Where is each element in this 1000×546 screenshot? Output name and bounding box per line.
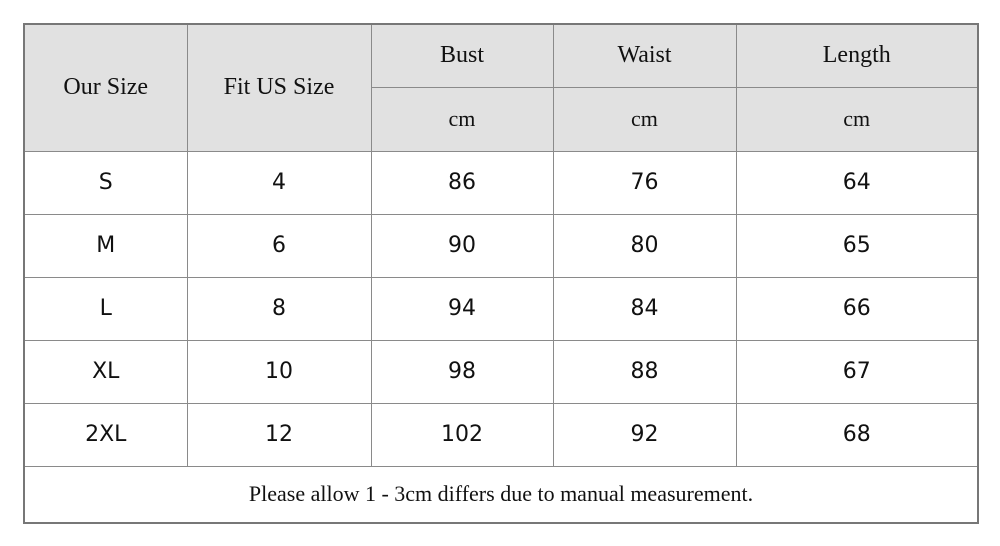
data-cell: 88 (552, 339, 737, 404)
data-cell: 12 (186, 402, 372, 467)
data-cell: 65 (735, 213, 979, 278)
data-cell: 67 (735, 339, 979, 404)
data-cell: 64 (735, 150, 979, 215)
note: Please allow 1 - 3cm differs due to manu… (23, 465, 979, 524)
data-cell: S (23, 150, 188, 215)
data-cell: L (23, 276, 188, 341)
data-row: S 4 86 76 64 (23, 150, 979, 215)
data-cell: 102 (370, 402, 554, 467)
header-cell: Bust (370, 23, 554, 88)
unit-cell: cm (735, 86, 979, 152)
size-table: Our Size Fit US Size Bust Waist Length c… (23, 23, 979, 524)
data-row: XL 10 98 88 67 (23, 339, 979, 404)
data-cell: 68 (735, 402, 979, 467)
data-cell: 98 (370, 339, 554, 404)
data-cell: 94 (370, 276, 554, 341)
data-cell: 66 (735, 276, 979, 341)
data-row: M 6 90 80 65 (23, 213, 979, 278)
data-cell: 86 (370, 150, 554, 215)
note-row: Please allow 1 - 3cm differs due to manu… (23, 465, 979, 524)
table-body: S 4 86 76 64 M 6 90 80 65 L 8 94 84 66 XL 10 98 88 67 2XL 12 1… (23, 150, 979, 467)
data-row: L 8 94 84 66 (23, 276, 979, 341)
data-cell: 2XL (23, 402, 188, 467)
data-cell: XL (23, 339, 188, 404)
data-cell: 4 (186, 150, 372, 215)
data-cell: 76 (552, 150, 737, 215)
data-cell: 8 (186, 276, 372, 341)
header-cell: Fit US Size (186, 23, 372, 152)
data-cell: 84 (552, 276, 737, 341)
data-cell: 10 (186, 339, 372, 404)
data-cell: M (23, 213, 188, 278)
unit-cell: cm (370, 86, 554, 152)
data-cell: 92 (552, 402, 737, 467)
header-cell: Our Size (23, 23, 188, 152)
unit-cell: cm (552, 86, 737, 152)
header-row: Our Size Fit US Size Bust Waist Length (23, 23, 979, 152)
header-cell: Length (735, 23, 979, 88)
data-cell: 6 (186, 213, 372, 278)
unit-row: cm cm cm (24, 86, 979, 152)
data-row: 2XL 12 102 92 68 (23, 402, 979, 467)
header-cell: Waist (552, 23, 737, 88)
data-cell: 90 (370, 213, 554, 278)
data-cell: 80 (552, 213, 737, 278)
